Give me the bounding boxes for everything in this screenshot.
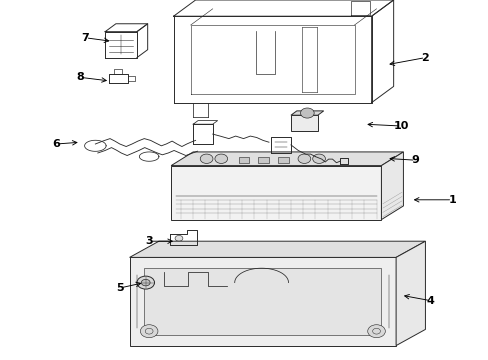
Text: 7: 7 bbox=[81, 33, 89, 43]
Polygon shape bbox=[171, 152, 403, 166]
Bar bbox=[277, 157, 288, 163]
Bar bbox=[258, 157, 268, 163]
Polygon shape bbox=[395, 241, 425, 346]
Bar bbox=[129, 257, 395, 346]
Text: 8: 8 bbox=[77, 72, 84, 82]
Circle shape bbox=[300, 108, 313, 118]
Circle shape bbox=[214, 154, 227, 163]
Circle shape bbox=[367, 325, 385, 338]
Text: 10: 10 bbox=[392, 121, 408, 131]
Circle shape bbox=[312, 154, 325, 163]
Bar bbox=[144, 268, 381, 335]
Polygon shape bbox=[290, 111, 323, 115]
Text: 6: 6 bbox=[52, 139, 60, 149]
Text: 2: 2 bbox=[421, 53, 428, 63]
Text: 4: 4 bbox=[426, 296, 433, 306]
Text: 3: 3 bbox=[145, 236, 153, 246]
Circle shape bbox=[297, 154, 310, 163]
Text: 1: 1 bbox=[447, 195, 455, 205]
Text: 9: 9 bbox=[411, 155, 419, 165]
Circle shape bbox=[141, 279, 150, 286]
Circle shape bbox=[140, 325, 158, 338]
Bar bbox=[290, 115, 317, 131]
Text: 5: 5 bbox=[116, 283, 123, 293]
Polygon shape bbox=[381, 152, 403, 220]
Bar bbox=[171, 166, 381, 220]
Bar bbox=[238, 157, 249, 163]
Circle shape bbox=[200, 154, 213, 163]
Circle shape bbox=[175, 235, 183, 241]
Polygon shape bbox=[129, 241, 425, 257]
Circle shape bbox=[137, 276, 154, 289]
